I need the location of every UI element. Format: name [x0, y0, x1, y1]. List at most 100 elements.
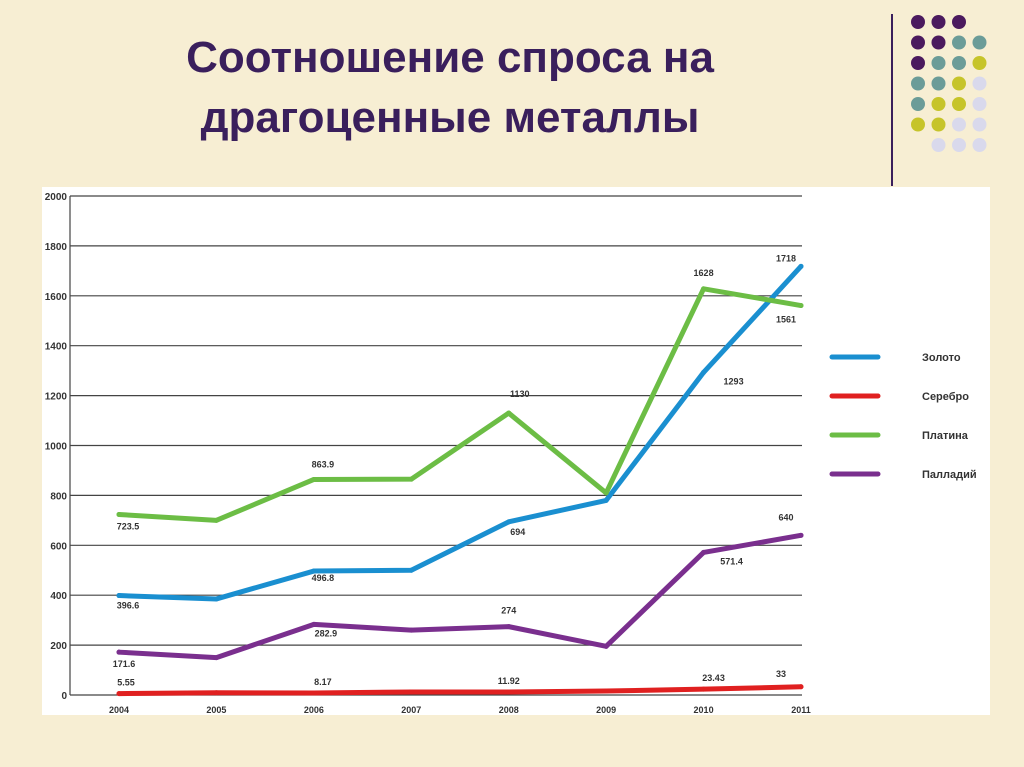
- x-tick-label: 2009: [596, 705, 616, 715]
- line-chart: 0 200 400 600 800 1000 1200 1400 1600 1800 2000 200…: [45, 192, 977, 715]
- data-point: [311, 568, 317, 574]
- decorative-dot: [931, 76, 946, 91]
- data-point: [798, 303, 804, 309]
- data-label: 11.92: [498, 676, 520, 686]
- slide-title: Соотношение спроса на драгоценные металл…: [0, 28, 900, 148]
- data-point: [701, 369, 707, 375]
- data-point: [311, 690, 317, 696]
- series-line: [116, 532, 804, 661]
- decorative-dot: [911, 35, 925, 50]
- data-point: [213, 690, 219, 696]
- data-point: [701, 686, 707, 692]
- y-tick-label: 0: [61, 691, 67, 702]
- data-label: 496.8: [312, 573, 335, 583]
- data-label: 1561: [776, 315, 796, 325]
- slide-title-line-1: Соотношение спроса на: [186, 33, 714, 82]
- slide-title-line-2: драгоценные металлы: [200, 93, 700, 142]
- data-point: [311, 621, 317, 627]
- legend-label: Платина: [922, 430, 969, 442]
- data-label: 5.55: [117, 678, 135, 688]
- data-label: 274: [501, 606, 516, 616]
- data-label: 640: [778, 512, 793, 522]
- data-point: [408, 476, 414, 482]
- data-point: [798, 532, 804, 538]
- y-tick-label: 1000: [45, 442, 68, 453]
- data-label: 8.17: [314, 677, 332, 687]
- data-point: [408, 689, 414, 695]
- decorative-dot: [931, 56, 946, 70]
- x-tick-label: 2011: [791, 705, 811, 715]
- decorative-dot: [911, 56, 925, 70]
- data-label: 1130: [510, 389, 530, 399]
- data-point: [408, 567, 414, 573]
- legend-label: Золото: [922, 352, 961, 364]
- decorative-dot: [972, 97, 987, 111]
- y-tick-label: 800: [50, 491, 67, 502]
- decorative-dot: [952, 117, 966, 132]
- decorative-dot: [911, 76, 925, 91]
- data-point: [506, 624, 512, 630]
- data-point: [603, 643, 609, 649]
- y-tick-label: 1200: [45, 392, 68, 403]
- data-label: 23.43: [702, 673, 725, 683]
- decorative-dot: [931, 117, 946, 132]
- series-line: [116, 263, 804, 602]
- data-point: [603, 490, 609, 496]
- data-label: 33: [776, 669, 786, 679]
- data-label: 282.9: [315, 628, 338, 638]
- decorative-dot: [931, 35, 946, 50]
- chart-panel: 0 200 400 600 800 1000 1200 1400 1600 1800 2000 200…: [42, 187, 990, 715]
- data-label: 571.4: [720, 556, 743, 566]
- decorative-dot: [911, 15, 925, 29]
- data-point: [213, 517, 219, 523]
- data-point: [701, 549, 707, 555]
- decorative-dot: [931, 15, 946, 29]
- data-point: [603, 497, 609, 503]
- series-line: [116, 684, 804, 697]
- data-label: 694: [510, 527, 525, 537]
- x-tick-label: 2004: [109, 705, 129, 715]
- decorative-dot: [911, 97, 925, 111]
- series-line: [116, 286, 804, 523]
- data-point: [116, 593, 122, 599]
- decorative-dot: [931, 97, 946, 111]
- data-point: [506, 519, 512, 525]
- decorative-dot: [952, 56, 966, 70]
- decorative-dot: [952, 15, 966, 29]
- y-tick-label: 1400: [45, 342, 68, 353]
- decorative-dot: [952, 97, 966, 111]
- data-point: [311, 476, 317, 482]
- decorative-dot: [931, 138, 946, 152]
- x-tick-label: 2005: [206, 705, 226, 715]
- decorative-dot: [972, 35, 987, 50]
- legend-label: Палладий: [922, 469, 977, 481]
- decorative-divider: [891, 14, 893, 186]
- decorative-dot: [972, 56, 987, 70]
- y-tick-label: 2000: [45, 192, 68, 203]
- x-tick-label: 2006: [304, 705, 324, 715]
- y-tick-label: 400: [50, 591, 67, 602]
- decorative-dot: [972, 117, 987, 132]
- legend-label: Серебро: [922, 391, 969, 403]
- data-label: 171.6: [113, 659, 136, 669]
- decorative-dot: [952, 35, 966, 50]
- data-label: 396.6: [117, 601, 140, 611]
- data-point: [701, 286, 707, 292]
- data-label: 1293: [724, 376, 744, 386]
- data-point: [116, 511, 122, 517]
- data-point: [603, 688, 609, 694]
- data-point: [408, 627, 414, 633]
- decorative-dot: [972, 138, 987, 152]
- data-point: [798, 263, 804, 269]
- decorative-dot: [952, 76, 966, 91]
- data-point: [116, 649, 122, 655]
- decorative-dot: [972, 76, 987, 91]
- data-point: [116, 691, 122, 697]
- x-tick-label: 2010: [694, 705, 714, 715]
- decorative-dot: [911, 117, 925, 132]
- data-label: 723.5: [117, 521, 140, 531]
- data-point: [213, 655, 219, 661]
- data-point: [506, 410, 512, 416]
- data-point: [798, 684, 804, 690]
- x-tick-label: 2008: [499, 705, 519, 715]
